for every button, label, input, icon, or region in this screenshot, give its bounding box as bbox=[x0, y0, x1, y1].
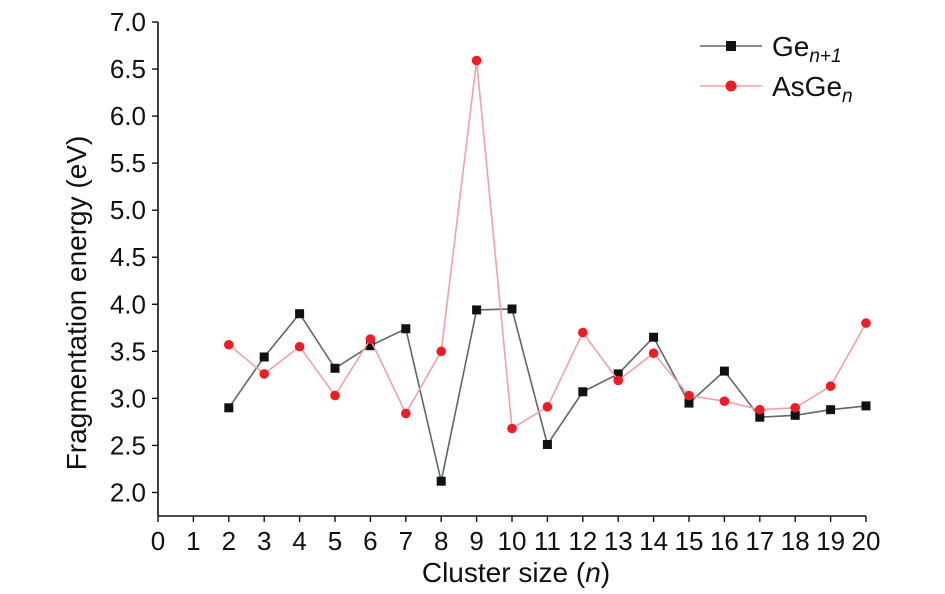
x-tick-label: 15 bbox=[675, 526, 704, 556]
series-asge bbox=[224, 55, 871, 434]
x-tick-label: 9 bbox=[469, 526, 483, 556]
data-point bbox=[259, 352, 269, 362]
data-point bbox=[861, 401, 871, 411]
x-tick-label: 18 bbox=[781, 526, 810, 556]
legend-label: AsGen bbox=[772, 71, 853, 107]
x-tick-label: 6 bbox=[363, 526, 377, 556]
series-line bbox=[228, 308, 867, 482]
data-point bbox=[542, 439, 552, 449]
x-tick-label: 7 bbox=[399, 526, 413, 556]
y-tick-label: 4.5 bbox=[110, 242, 146, 272]
x-tick-label: 10 bbox=[498, 526, 527, 556]
x-tick-label: 1 bbox=[186, 526, 200, 556]
data-point bbox=[507, 423, 517, 434]
y-tick-label: 4.0 bbox=[110, 289, 146, 319]
x-tick-label: 16 bbox=[710, 526, 739, 556]
data-point bbox=[330, 390, 340, 401]
legend-label: Gen+1 bbox=[772, 31, 842, 67]
legend-marker bbox=[725, 80, 737, 92]
data-point bbox=[224, 339, 234, 350]
x-tick-label: 13 bbox=[604, 526, 633, 556]
x-tick-label: 11 bbox=[534, 526, 561, 556]
data-point bbox=[471, 55, 482, 66]
data-point bbox=[330, 363, 340, 373]
data-point bbox=[224, 403, 234, 413]
data-point bbox=[542, 402, 553, 412]
data-point bbox=[401, 408, 411, 419]
data-point bbox=[613, 375, 623, 386]
data-point bbox=[472, 305, 482, 315]
legend-item: Gen+1 bbox=[700, 31, 842, 67]
data-point bbox=[259, 369, 270, 379]
x-tick-label: 5 bbox=[328, 526, 342, 556]
data-point bbox=[365, 341, 375, 351]
x-tick-label: 4 bbox=[292, 526, 306, 556]
x-tick-label: 17 bbox=[745, 526, 774, 556]
x-tick-label: 19 bbox=[816, 526, 845, 556]
x-axis-label: Cluster size (n) bbox=[422, 557, 610, 588]
y-tick-label: 5.5 bbox=[110, 148, 146, 178]
x-tick-label: 0 bbox=[151, 526, 165, 556]
y-tick-label: 6.0 bbox=[110, 101, 146, 131]
data-point bbox=[507, 304, 517, 314]
data-point bbox=[294, 341, 305, 352]
data-point bbox=[613, 369, 623, 379]
x-tick-label: 20 bbox=[852, 526, 881, 556]
y-tick-label: 2.5 bbox=[110, 430, 146, 460]
x-axis-ticks: 0 1 2 3 4 5 6 7 8 9 10 11 12 13 14 15 16 17 18 19 20 bbox=[151, 516, 881, 556]
data-point bbox=[755, 412, 765, 422]
data-point bbox=[365, 334, 376, 344]
data-point bbox=[436, 346, 447, 357]
data-point bbox=[790, 402, 800, 413]
x-tick-label: 3 bbox=[257, 526, 271, 556]
data-point bbox=[578, 387, 588, 397]
data-point bbox=[826, 405, 836, 415]
data-point bbox=[684, 390, 694, 401]
y-axis-ticks: 2.0 2.5 3.0 3.5 4.0 4.5 5.0 5.5 6.0 6.5 7.0 bbox=[110, 7, 158, 507]
data-point bbox=[578, 327, 588, 338]
y-tick-label: 3.0 bbox=[110, 383, 146, 413]
x-tick-label: 2 bbox=[222, 526, 236, 556]
data-point bbox=[649, 332, 659, 342]
data-point bbox=[436, 476, 446, 486]
x-tick-label: 14 bbox=[639, 526, 668, 556]
legend: Gen+1 AsGen bbox=[700, 31, 853, 107]
series-line bbox=[228, 60, 867, 430]
data-point bbox=[684, 398, 694, 408]
data-point bbox=[861, 318, 871, 328]
data-point bbox=[825, 381, 836, 391]
legend-item: AsGen bbox=[700, 71, 853, 107]
y-tick-label: 7.0 bbox=[110, 7, 146, 37]
data-point bbox=[719, 396, 730, 407]
axes-frame bbox=[157, 22, 866, 517]
data-point bbox=[755, 404, 765, 415]
x-tick-label: 8 bbox=[434, 526, 448, 556]
data-point bbox=[790, 410, 800, 420]
legend-marker bbox=[726, 41, 736, 51]
y-tick-label: 3.5 bbox=[110, 336, 146, 366]
data-point bbox=[719, 366, 729, 376]
series-layer bbox=[224, 55, 871, 486]
y-axis-label: Fragmentation energy (eV) bbox=[61, 136, 92, 471]
data-point bbox=[401, 324, 411, 334]
y-tick-label: 6.5 bbox=[110, 54, 146, 84]
data-point bbox=[648, 348, 659, 359]
y-tick-label: 2.0 bbox=[110, 477, 146, 507]
data-point bbox=[295, 309, 305, 319]
x-tick-label: 12 bbox=[568, 526, 597, 556]
series-ge bbox=[224, 304, 871, 486]
y-tick-label: 5.0 bbox=[110, 195, 146, 225]
